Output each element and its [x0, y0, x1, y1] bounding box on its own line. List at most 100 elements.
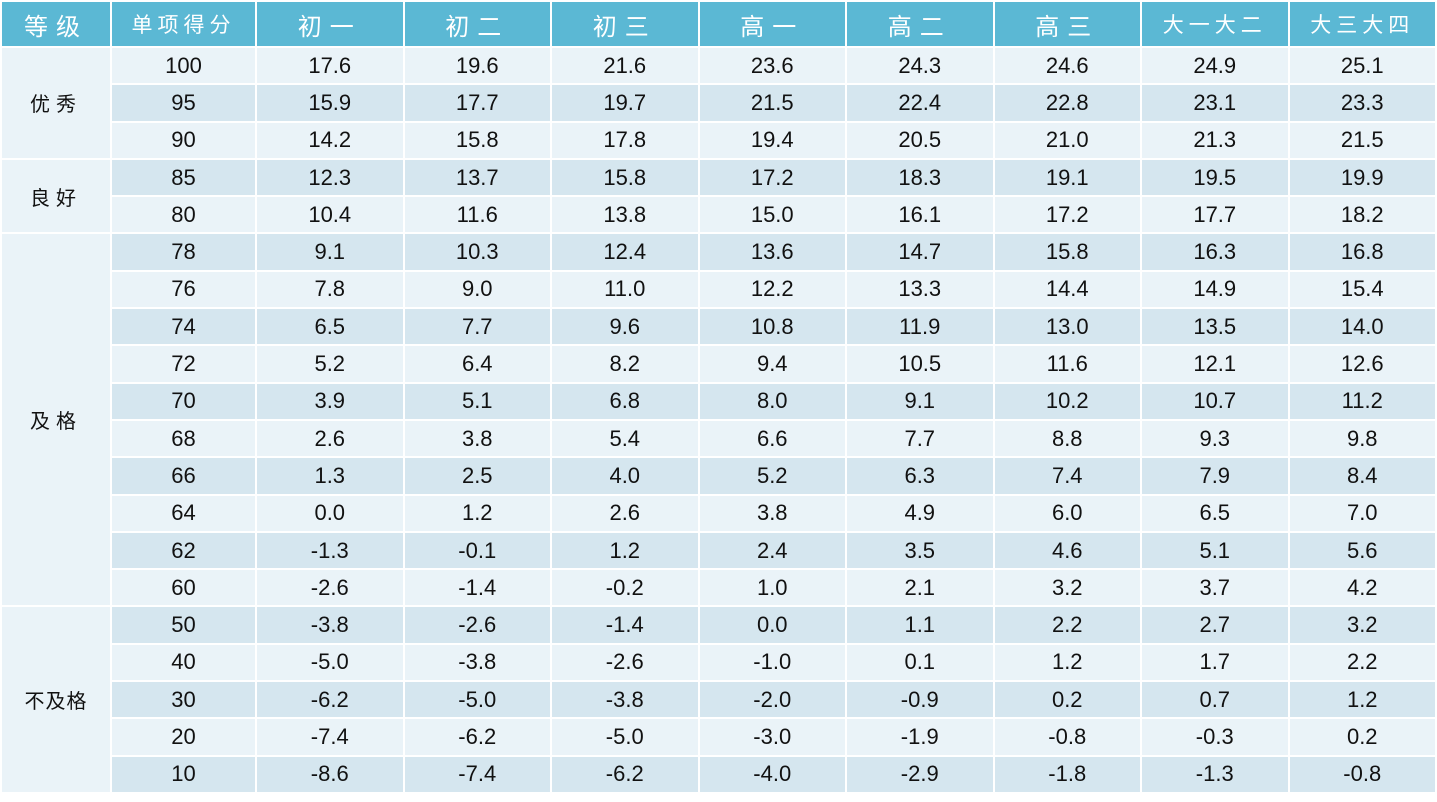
- value-cell: 15.8: [404, 122, 550, 158]
- score-cell: 66: [112, 458, 255, 494]
- value-cell: 13.5: [1142, 309, 1288, 345]
- value-cell: -0.3: [1142, 719, 1288, 755]
- header-cell: 单项得分: [112, 2, 255, 46]
- value-cell: 6.0: [994, 495, 1140, 531]
- value-cell: 5.2: [699, 458, 845, 494]
- value-cell: 7.9: [1142, 458, 1288, 494]
- value-cell: 17.7: [404, 85, 550, 121]
- value-cell: 11.2: [1289, 383, 1435, 419]
- value-cell: 9.4: [699, 346, 845, 382]
- value-cell: 0.2: [994, 682, 1140, 718]
- value-cell: 10.7: [1142, 383, 1288, 419]
- value-cell: 4.2: [1289, 570, 1435, 606]
- value-cell: 15.8: [552, 159, 698, 196]
- value-cell: 7.7: [847, 420, 993, 457]
- value-cell: 3.2: [994, 570, 1140, 606]
- value-cell: 10.4: [257, 197, 403, 233]
- value-cell: -6.2: [257, 682, 403, 718]
- value-cell: 9.3: [1142, 420, 1288, 457]
- value-cell: -1.4: [404, 570, 550, 606]
- grade-cell: 优秀: [2, 48, 110, 158]
- value-cell: 2.4: [699, 532, 845, 569]
- value-cell: 13.3: [847, 271, 993, 308]
- value-cell: 22.4: [847, 85, 993, 121]
- score-cell: 40: [112, 644, 255, 681]
- value-cell: 6.8: [552, 383, 698, 419]
- value-cell: 0.0: [699, 607, 845, 643]
- header-cell: 初三: [552, 2, 698, 46]
- value-cell: 0.7: [1142, 682, 1288, 718]
- value-cell: 1.1: [847, 607, 993, 643]
- value-cell: 11.6: [404, 197, 550, 233]
- value-cell: 1.2: [1289, 682, 1435, 718]
- value-cell: 3.8: [404, 420, 550, 457]
- grade-cell: 不及格: [2, 607, 110, 792]
- value-cell: 20.5: [847, 122, 993, 158]
- value-cell: 2.6: [257, 420, 403, 457]
- value-cell: 14.2: [257, 122, 403, 158]
- header-row: 等级 单项得分 初一 初二 初三 高一 高二 高三 大一大二 大三大四: [2, 2, 1435, 46]
- value-cell: 19.5: [1142, 159, 1288, 196]
- value-cell: 0.1: [847, 644, 993, 681]
- value-cell: 10.8: [699, 309, 845, 345]
- value-cell: -1.4: [552, 607, 698, 643]
- value-cell: 1.2: [552, 532, 698, 569]
- score-cell: 50: [112, 607, 255, 643]
- value-cell: 9.8: [1289, 420, 1435, 457]
- value-cell: 16.8: [1289, 234, 1435, 270]
- value-cell: -0.1: [404, 532, 550, 569]
- value-cell: 11.9: [847, 309, 993, 345]
- value-cell: 22.8: [994, 85, 1140, 121]
- header-cell: 初一: [257, 2, 403, 46]
- value-cell: 10.5: [847, 346, 993, 382]
- value-cell: 13.8: [552, 197, 698, 233]
- value-cell: -6.2: [552, 756, 698, 792]
- value-cell: 12.2: [699, 271, 845, 308]
- score-cell: 85: [112, 159, 255, 196]
- value-cell: -3.0: [699, 719, 845, 755]
- score-cell: 95: [112, 85, 255, 121]
- value-cell: 2.1: [847, 570, 993, 606]
- value-cell: -5.0: [257, 644, 403, 681]
- score-cell: 72: [112, 346, 255, 382]
- value-cell: 1.7: [1142, 644, 1288, 681]
- value-cell: 8.4: [1289, 458, 1435, 494]
- value-cell: 16.3: [1142, 234, 1288, 270]
- value-cell: 6.6: [699, 420, 845, 457]
- value-cell: 11.0: [552, 271, 698, 308]
- score-cell: 90: [112, 122, 255, 158]
- value-cell: 12.1: [1142, 346, 1288, 382]
- score-cell: 74: [112, 309, 255, 345]
- value-cell: 14.4: [994, 271, 1140, 308]
- value-cell: 7.8: [257, 271, 403, 308]
- score-cell: 80: [112, 197, 255, 233]
- header-cell: 大一大二: [1142, 2, 1288, 46]
- header-cell: 大三大四: [1289, 2, 1435, 46]
- value-cell: 17.2: [994, 197, 1140, 233]
- value-cell: -2.6: [552, 644, 698, 681]
- value-cell: -0.8: [994, 719, 1140, 755]
- value-cell: 15.0: [699, 197, 845, 233]
- value-cell: -2.0: [699, 682, 845, 718]
- value-cell: 19.9: [1289, 159, 1435, 196]
- value-cell: -1.8: [994, 756, 1140, 792]
- score-cell: 76: [112, 271, 255, 308]
- score-cell: 78: [112, 234, 255, 270]
- value-cell: -2.6: [404, 607, 550, 643]
- value-cell: -3.8: [404, 644, 550, 681]
- value-cell: 8.2: [552, 346, 698, 382]
- value-cell: 23.1: [1142, 85, 1288, 121]
- value-cell: -7.4: [257, 719, 403, 755]
- value-cell: 1.2: [404, 495, 550, 531]
- value-cell: -1.9: [847, 719, 993, 755]
- value-cell: 13.7: [404, 159, 550, 196]
- value-cell: 17.7: [1142, 197, 1288, 233]
- table-row: 30 -6.2 -5.0 -3.8 -2.0 -0.9 0.2 0.7 1.2: [2, 682, 1435, 718]
- value-cell: 10.3: [404, 234, 550, 270]
- table-row: 70 3.9 5.1 6.8 8.0 9.1 10.2 10.7 11.2: [2, 383, 1435, 419]
- value-cell: 7.4: [994, 458, 1140, 494]
- table-row: 95 15.9 17.7 19.7 21.5 22.4 22.8 23.1 23.3: [2, 85, 1435, 121]
- value-cell: 6.5: [1142, 495, 1288, 531]
- value-cell: -1.0: [699, 644, 845, 681]
